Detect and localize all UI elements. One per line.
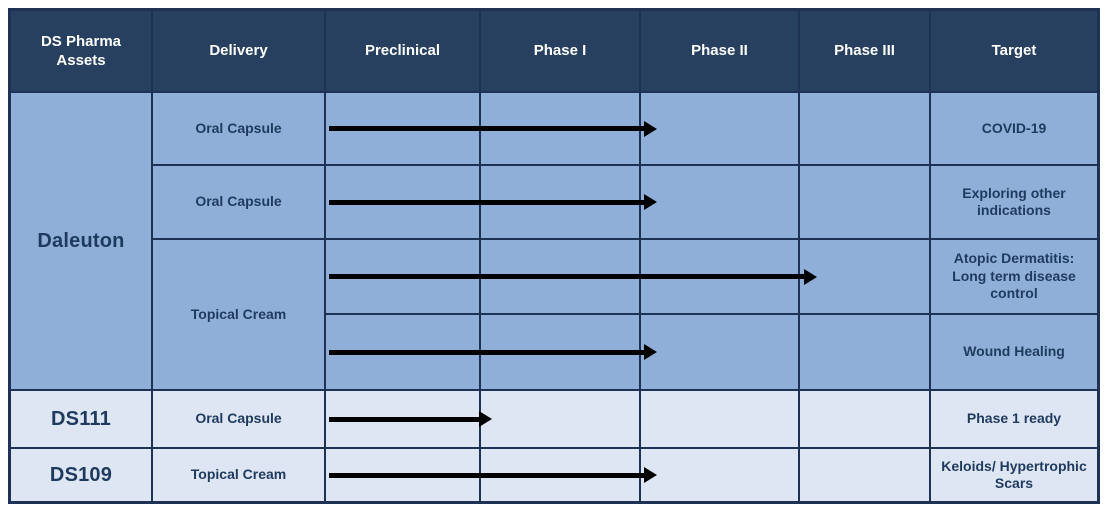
- phase-cell-preclinical: [326, 449, 657, 501]
- target-cell: COVID-19: [931, 93, 1097, 164]
- phase-cell: [800, 315, 929, 389]
- arrow-head-icon: [644, 467, 657, 483]
- asset-cell-ds109: DS109: [11, 449, 151, 501]
- phase-cell: [641, 391, 798, 447]
- arrow-head-icon: [644, 194, 657, 210]
- target-cell: Atopic Dermatitis: Long term disease con…: [931, 240, 1097, 313]
- column-header-phase-3: Phase III: [800, 11, 929, 91]
- target-cell: Exploring other indications: [931, 166, 1097, 238]
- phase-cell: [800, 166, 929, 238]
- target-cell: Wound Healing: [931, 315, 1097, 389]
- delivery-cell: Topical Cream: [153, 449, 324, 501]
- column-header-target: Target: [931, 11, 1097, 91]
- column-header-preclinical: Preclinical: [326, 11, 479, 91]
- phase-cell: [641, 449, 798, 501]
- arrow-head-icon: [479, 411, 492, 427]
- arrow-head-icon: [804, 268, 817, 285]
- delivery-cell: Oral Capsule: [153, 391, 324, 447]
- column-header-delivery: Delivery: [153, 11, 324, 91]
- delivery-cell: Oral Capsule: [153, 93, 324, 164]
- phase-cell-preclinical: [326, 315, 657, 389]
- phase-cell-preclinical: [326, 240, 817, 313]
- phase-cell-preclinical: [326, 166, 657, 238]
- phase-cell: [800, 240, 929, 313]
- progress-arrow: [329, 120, 657, 137]
- phase-cell: [641, 93, 798, 164]
- phase-cell: [800, 449, 929, 501]
- phase-cell-preclinical: [326, 93, 657, 164]
- phase-cell-preclinical: [326, 391, 492, 447]
- phase-cell: [481, 391, 639, 447]
- progress-arrow: [329, 268, 817, 285]
- phase-cell: [641, 166, 798, 238]
- progress-arrow: [329, 411, 492, 427]
- pipeline-table: DS Pharma Assets Delivery Preclinical Ph…: [8, 8, 1100, 504]
- asset-cell-ds111: DS111: [11, 391, 151, 447]
- column-header-assets: DS Pharma Assets: [11, 11, 151, 91]
- asset-cell-daleuton: Daleuton: [11, 93, 151, 389]
- arrow-head-icon: [644, 344, 657, 360]
- progress-arrow: [329, 194, 657, 210]
- phase-cell: [800, 93, 929, 164]
- column-header-phase-2: Phase II: [641, 11, 798, 91]
- delivery-cell: Topical Cream: [153, 240, 324, 389]
- arrow-head-icon: [644, 120, 657, 137]
- column-header-phase-1: Phase I: [481, 11, 639, 91]
- progress-arrow: [329, 467, 657, 483]
- progress-arrow: [329, 344, 657, 360]
- target-cell: Phase 1 ready: [931, 391, 1097, 447]
- target-cell: Keloids/ Hypertrophic Scars: [931, 449, 1097, 501]
- phase-cell: [800, 391, 929, 447]
- delivery-cell: Oral Capsule: [153, 166, 324, 238]
- phase-cell: [641, 315, 798, 389]
